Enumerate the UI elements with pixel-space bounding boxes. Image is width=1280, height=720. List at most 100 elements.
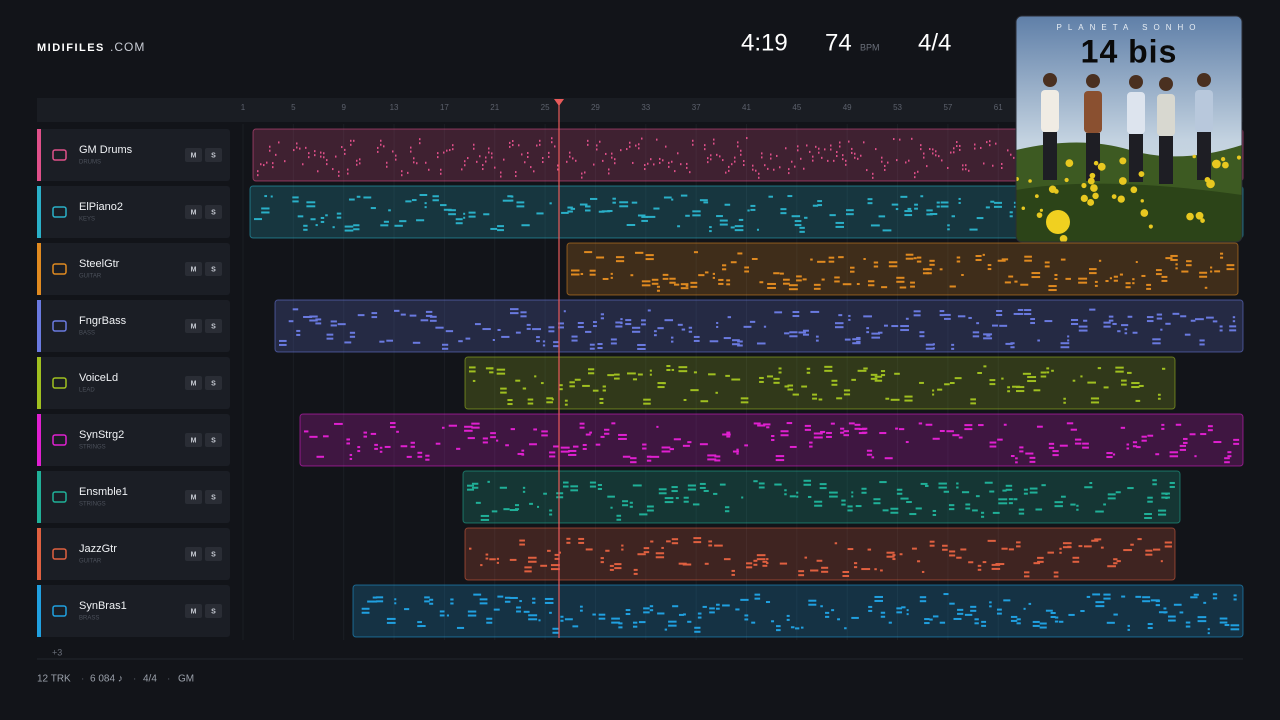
track-color [37,585,41,637]
note [1180,315,1187,318]
note [344,225,354,228]
note [417,455,423,458]
note [656,289,660,292]
solo-button[interactable] [205,490,222,504]
mute-button[interactable] [185,319,202,333]
flower [1048,185,1057,194]
playhead-handle[interactable] [554,99,564,106]
mute-button[interactable] [185,262,202,276]
clip[interactable] [566,242,1239,296]
note [957,315,966,318]
note [834,326,844,329]
mute-button[interactable] [185,376,202,390]
solo-button[interactable] [205,604,222,618]
note [755,169,757,172]
note [1067,545,1071,548]
note [888,621,892,624]
track-header[interactable] [37,186,230,238]
note [970,402,976,405]
note [497,328,501,331]
note [650,455,660,458]
track-header[interactable] [37,243,230,295]
solo-button[interactable] [205,262,222,276]
note [269,145,271,148]
mute-button[interactable] [185,604,202,618]
note [574,378,581,381]
more-tracks[interactable]: +3 [52,647,62,657]
note [947,224,950,227]
track-icon [52,206,67,218]
note [718,278,724,281]
note [516,201,525,204]
mute-button[interactable] [185,148,202,162]
note [831,383,838,386]
solo-button[interactable] [205,433,222,447]
track-header[interactable] [37,471,230,523]
note [722,264,727,267]
note [752,168,754,171]
note [541,434,548,437]
clip[interactable] [464,527,1176,581]
note [597,343,603,346]
solo-button[interactable] [205,376,222,390]
track-name: VoiceLd [79,372,118,384]
track-header[interactable] [37,585,230,637]
note [553,345,559,348]
mute-button[interactable] [185,433,202,447]
note [944,313,951,316]
note [960,548,967,551]
note [882,229,892,232]
note [965,503,971,506]
note [972,509,978,512]
note [1054,273,1058,276]
track-header[interactable] [37,357,230,409]
track-header[interactable] [37,528,230,580]
note [881,160,883,163]
note [661,450,671,453]
note [893,138,895,141]
note [579,422,585,425]
solo-button[interactable] [205,205,222,219]
clip[interactable] [249,185,1244,239]
mute-button[interactable] [185,547,202,561]
note [1158,513,1167,516]
note [485,156,487,159]
note [410,146,412,149]
note [932,393,935,396]
track-header[interactable] [37,129,230,181]
note [956,556,962,559]
note [972,331,980,334]
note [549,455,556,458]
clip[interactable] [252,128,1244,182]
flower [1036,212,1043,218]
note [279,343,287,346]
solo-button[interactable] [205,319,222,333]
clip[interactable] [462,470,1181,524]
note [1078,545,1083,548]
note [645,258,654,261]
flower [1097,162,1106,171]
note [304,430,309,433]
note [641,319,646,322]
solo-button[interactable] [205,547,222,561]
mute-button[interactable] [185,490,202,504]
note [817,200,823,203]
note [1199,343,1205,346]
note [269,149,271,152]
note [1010,153,1012,156]
note [1017,308,1024,311]
note [609,564,614,567]
track-header[interactable] [37,300,230,352]
clip[interactable] [464,356,1176,410]
bar-number: 25 [541,103,550,112]
solo-button[interactable] [205,148,222,162]
note [350,143,352,146]
note [1130,543,1134,546]
note [326,333,334,336]
track-header[interactable] [37,414,230,466]
note [959,148,961,151]
note [861,491,867,494]
mute-button[interactable] [185,205,202,219]
note [394,598,397,601]
note [905,441,909,444]
